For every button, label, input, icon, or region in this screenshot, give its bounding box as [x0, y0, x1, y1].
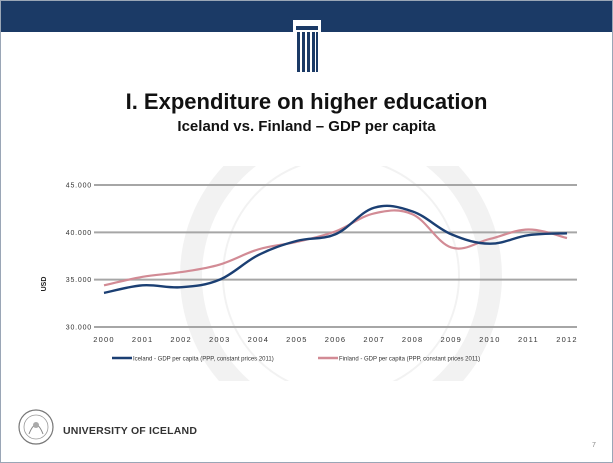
- x-tick-label: 2001: [132, 335, 154, 344]
- x-tick-label: 2007: [363, 335, 385, 344]
- y-axis-label: USD: [41, 277, 48, 292]
- university-watermark: [180, 166, 502, 381]
- y-tick-label: 30.000: [66, 325, 92, 332]
- legend-label: Finland - GDP per capita (PPP, constant …: [339, 357, 480, 363]
- series-line-finland: [103, 209, 568, 287]
- slide-subtitle: Iceland vs. Finland – GDP per capita: [177, 118, 436, 135]
- x-tick-label: 2006: [325, 335, 347, 344]
- y-tick-label: 45.000: [66, 183, 92, 190]
- x-tick-label: 2009: [441, 335, 463, 344]
- x-tick-label: 2005: [286, 335, 308, 344]
- gdp-line-chart: 30.000 35.000 40.000 45.000 2000 2001 2002 200…: [41, 166, 578, 381]
- x-tick-label: 2000: [93, 335, 115, 344]
- university-logo-icon: [293, 20, 321, 76]
- y-tick-label: 40.000: [66, 230, 92, 237]
- footer-university-label: UNIVERSITY OF ICELAND: [63, 425, 198, 437]
- slide-title: I. Expenditure on higher education: [125, 89, 488, 114]
- series-line-iceland: [103, 204, 568, 295]
- university-seal-icon: [18, 409, 54, 445]
- x-tick-label: 2003: [209, 335, 231, 344]
- x-tick-label: 2012: [556, 335, 578, 344]
- x-tick-label: 2011: [518, 335, 539, 344]
- x-tick-label: 2008: [402, 335, 424, 344]
- x-tick-label: 2010: [479, 335, 501, 344]
- x-tick-label: 2002: [170, 335, 192, 344]
- legend-label: Iceland - GDP per capita (PPP, constant …: [133, 357, 274, 363]
- y-tick-label: 35.000: [66, 277, 92, 284]
- page-number: 7: [592, 442, 596, 449]
- x-tick-label: 2004: [248, 335, 270, 344]
